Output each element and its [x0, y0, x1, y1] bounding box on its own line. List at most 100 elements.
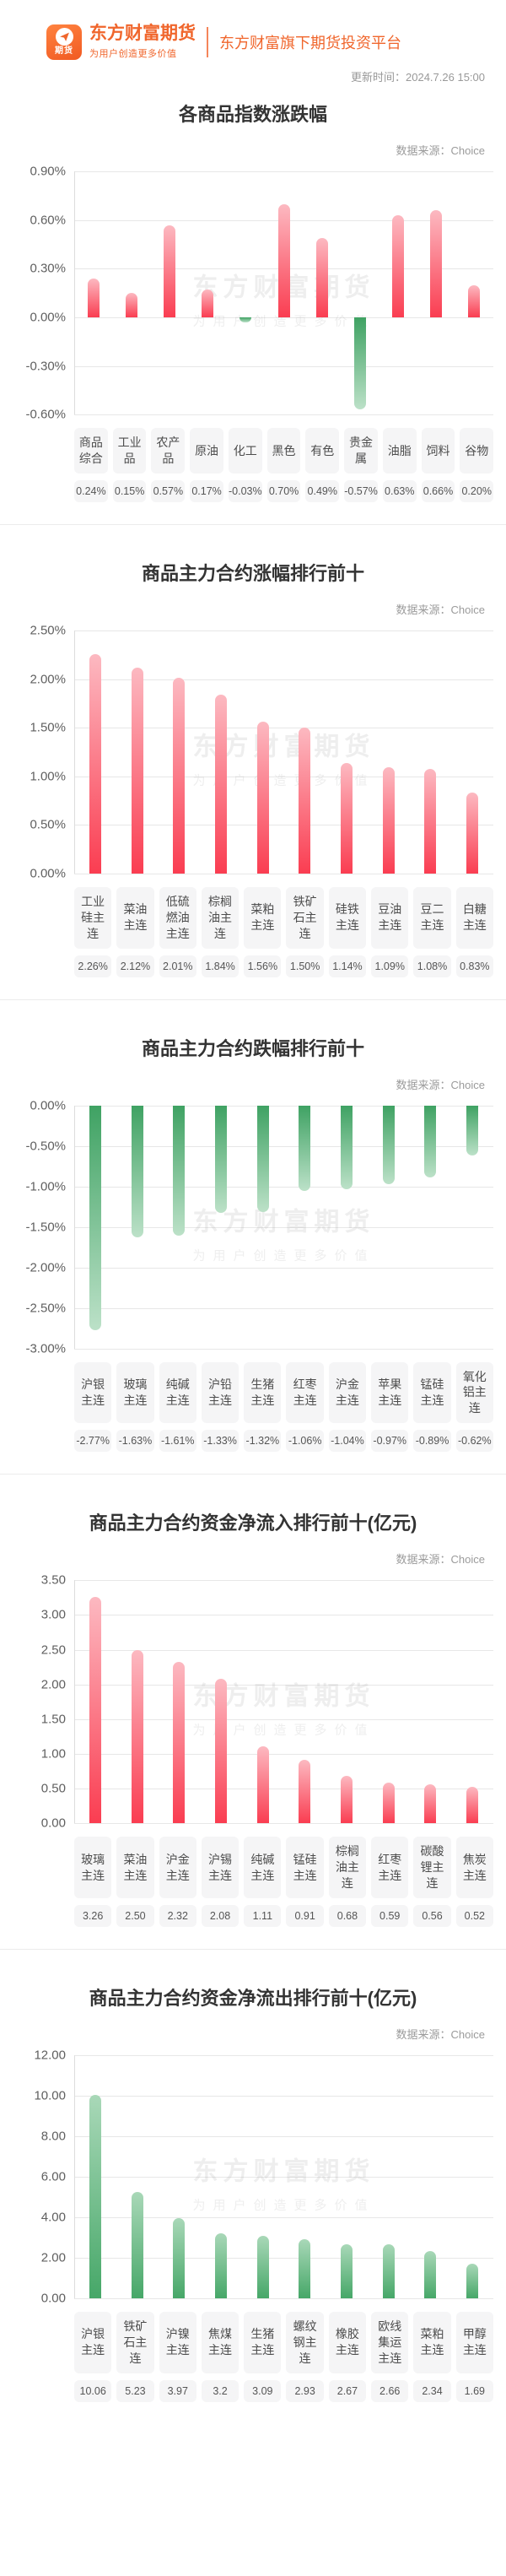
bar — [466, 1105, 479, 1156]
data-source-label: 数据来源：Choice — [396, 1078, 485, 1091]
y-axis-line — [74, 1580, 75, 1824]
value-label-box: 1.14% — [328, 955, 367, 977]
bar — [131, 1649, 143, 1824]
bar-column — [242, 2055, 284, 2298]
chart-section-2: 商品主力合约涨幅排行前十 数据来源：Choice 2.50% 2.00% 1.50% 1.… — [0, 525, 506, 1000]
value-label-box: 0.49% — [305, 479, 340, 502]
category-label-box: 玻璃主连 — [116, 1361, 154, 1424]
value-label-box: 1.69 — [455, 2379, 493, 2402]
category-label-box: 菜粕主连 — [244, 886, 282, 949]
bar-column — [265, 171, 303, 414]
category-label-box: 玻璃主连 — [74, 1837, 112, 1898]
bar-column — [150, 171, 188, 414]
y-axis-tick: 8.00 — [40, 2129, 66, 2144]
value-label-box: 1.56% — [244, 955, 282, 977]
gridline — [74, 365, 493, 367]
y-axis-tick: 2.00% — [30, 672, 66, 687]
logo-badge: 期货 — [55, 46, 73, 56]
bar — [89, 1597, 101, 1824]
chart-section-4: 商品主力合约资金净流入排行前十(亿元) 数据来源：Choice 3.50 3.00 2.… — [0, 1475, 506, 1950]
y-axis-tick: -2.00% — [25, 1260, 66, 1275]
y-axis-tick: 1.00% — [30, 769, 66, 784]
bar-column — [284, 1580, 326, 1824]
value-label-box: 0.68 — [328, 1904, 367, 1927]
bar-column — [227, 171, 265, 414]
y-axis-tick: 3.00 — [40, 1607, 66, 1622]
gridline — [74, 1307, 493, 1309]
bar — [240, 317, 252, 322]
bar-column — [284, 1105, 326, 1349]
y-axis-tick: 0.00 — [40, 1816, 66, 1831]
data-source-label: 数据来源：Choice — [396, 603, 485, 616]
plot-area: 0.00% -0.50% -1.00% -1.50% -2.00% -2.50% -3.00… — [0, 1098, 493, 1356]
bar — [87, 278, 100, 317]
bar-column — [200, 630, 242, 874]
category-label-box: 棕榈油主连 — [328, 1837, 367, 1898]
plot-canvas: 东方财富期货为用户创造更多价值 — [74, 1580, 493, 1825]
value-labels-row: 3.26 2.50 2.32 2.08 1.11 0.91 0.68 0.59 0.56 0.52 — [74, 1904, 493, 1927]
bar — [424, 1105, 437, 1178]
bar — [468, 284, 481, 317]
bar — [214, 1679, 227, 1824]
bar-column — [116, 1580, 159, 1824]
value-label-box: 3.2 — [201, 2379, 240, 2402]
chart-section-5: 商品主力合约资金净流出排行前十(亿元) 数据来源：Choice 12.00 10.00… — [0, 1950, 506, 2495]
gridline — [74, 171, 493, 173]
bar-column — [368, 1580, 410, 1824]
category-label-box: 有色 — [305, 428, 340, 474]
bar-column — [242, 630, 284, 874]
category-label-box: 橡胶主连 — [328, 2311, 367, 2373]
chart-section-1: 各商品指数涨跌幅 数据来源：Choice 0.90% 0.60% 0.30% 0.00% -… — [0, 89, 506, 525]
y-axis-tick: -2.50% — [25, 1301, 66, 1316]
bar-column — [303, 171, 341, 414]
category-label-box: 工业硅主连 — [74, 886, 112, 949]
category-label-box: 饲料 — [421, 428, 455, 474]
bar — [256, 1105, 269, 1213]
bar-column — [410, 1580, 452, 1824]
category-label-box: 菜油主连 — [116, 886, 154, 949]
category-label-box: 谷物 — [460, 428, 494, 474]
bar — [466, 1787, 479, 1824]
y-axis-tick: 0.00 — [40, 2291, 66, 2306]
bar-column — [284, 630, 326, 874]
update-time: 更新时间：2024.7.26 15:00 — [351, 71, 485, 84]
value-label-box: -0.62% — [455, 1430, 493, 1453]
bar — [173, 678, 186, 874]
bar — [131, 2192, 143, 2298]
value-label-box: 0.57% — [151, 479, 186, 502]
category-label-box: 锰硅主连 — [413, 1361, 451, 1424]
gridline — [74, 1267, 493, 1269]
bar — [341, 1105, 353, 1190]
gridline — [74, 1226, 493, 1228]
bar-column — [410, 2055, 452, 2298]
brand-name: 东方财富期货 — [89, 24, 196, 43]
futures-logo-icon: 期货 — [46, 24, 82, 60]
bar-column — [74, 171, 112, 414]
category-label-box: 硅铁主连 — [328, 886, 367, 949]
bar — [315, 237, 328, 317]
bars-layer — [74, 171, 493, 414]
value-label-box: 1.50% — [286, 955, 324, 977]
bar-column — [368, 2055, 410, 2298]
category-label-box: 锰硅主连 — [286, 1837, 324, 1898]
value-label-box: -0.97% — [371, 1430, 409, 1453]
value-label-box: -1.61% — [159, 1430, 196, 1453]
value-label-box: -0.57% — [344, 479, 378, 502]
category-label-box: 沪金主连 — [328, 1361, 367, 1424]
category-label-box: 沪金主连 — [159, 1837, 196, 1898]
gridline — [74, 1580, 493, 1582]
paper-plane-icon — [55, 27, 73, 46]
bar — [131, 1105, 143, 1238]
gridline — [74, 2297, 493, 2299]
value-label-box: 0.24% — [74, 479, 108, 502]
y-axis-tick: 0.50% — [30, 817, 66, 832]
bar — [353, 317, 366, 410]
page-header: 期货 东方财富期货 为用户创造更多价值 东方财富旗下期货投资平台 更新时间：20… — [0, 0, 506, 89]
value-label-box: 2.32 — [159, 1904, 196, 1927]
gridline — [74, 2095, 493, 2097]
category-labels-row: 工业硅主连 菜油主连 低硫燃油主连 棕榈油主连 菜粕主连 铁矿石主连 硅铁主连 豆油主连 豆二主… — [74, 886, 493, 949]
value-label-box: -2.77% — [74, 1430, 112, 1453]
bar-column — [326, 2055, 368, 2298]
value-label-box: 2.34 — [413, 2379, 451, 2402]
y-axis-tick: 10.00 — [34, 2088, 66, 2103]
